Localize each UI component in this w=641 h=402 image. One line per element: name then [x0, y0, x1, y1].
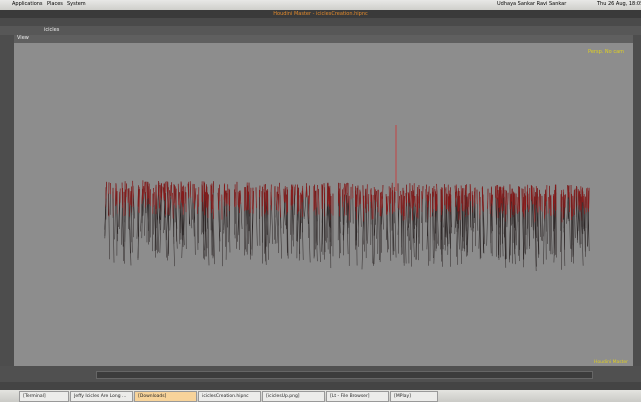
icicle: [316, 184, 318, 208]
left-toolbar: [0, 35, 14, 366]
icicle: [468, 192, 470, 215]
taskbar: [Terminal] Jeffy Icicles Are Long ... [Dow…: [0, 390, 641, 402]
network-path[interactable]: icicles: [44, 27, 60, 33]
icicle: [187, 183, 189, 199]
task[interactable]: [Terminal]: [19, 391, 70, 402]
icicle: [577, 189, 580, 210]
icicle: [224, 191, 226, 207]
viewport[interactable]: Persp. No cam Houdini Master: [14, 43, 633, 366]
toolbar: icicles: [0, 26, 641, 35]
menu[interactable]: Applications: [12, 1, 43, 7]
icicle: [500, 190, 503, 204]
icicle: [544, 189, 546, 207]
icicle: [306, 183, 308, 198]
menu[interactable]: System: [67, 1, 86, 7]
icicle: [128, 190, 130, 217]
icicle: [449, 194, 452, 213]
top-panel: Applications Places System Udhaya Sankar…: [0, 0, 641, 10]
icicle: [578, 191, 581, 206]
icicle: [276, 191, 278, 211]
icicle: [371, 194, 373, 220]
icicle: [459, 195, 461, 220]
icicle: [277, 194, 279, 212]
icicle: [481, 187, 484, 211]
icicle: [387, 196, 389, 212]
icicle: [146, 181, 148, 199]
icicle: [170, 182, 173, 200]
icicle: [364, 189, 366, 209]
task[interactable]: [MPlay]: [390, 391, 439, 402]
icicle: [174, 186, 177, 209]
icicle: [252, 191, 255, 214]
icicle: [581, 196, 583, 221]
icicle: [279, 195, 281, 218]
icicle: [411, 185, 414, 211]
icicle: [239, 190, 242, 205]
task[interactable]: [Downloads]: [134, 391, 198, 402]
icicle: [160, 182, 162, 198]
task[interactable]: [iciclesUp.png]: [262, 391, 326, 402]
task[interactable]: Jeffy Icicles Are Long ...: [70, 391, 134, 402]
icicles: [104, 180, 590, 272]
icicle: [580, 196, 582, 210]
icicle: [291, 184, 293, 207]
icicle: [533, 196, 536, 223]
task[interactable]: iciclesCreation.hipnc: [198, 391, 262, 402]
timeline: [0, 366, 641, 382]
time-slider[interactable]: [96, 371, 593, 379]
badge: Houdini Master: [594, 359, 628, 365]
user-name[interactable]: Udhaya Sankar Ravi Sankar: [497, 1, 567, 7]
viewport-header: View: [14, 35, 633, 43]
icicle: [388, 186, 391, 213]
icicle: [143, 181, 146, 194]
icicle: [410, 190, 412, 209]
menu[interactable]: Places: [47, 1, 63, 7]
icicle: [393, 187, 396, 212]
status-bar: [0, 382, 641, 390]
icicle: [574, 188, 576, 215]
window-title: Houdini Master - iciclesCreation.hipnc: [0, 10, 641, 18]
icicle: [433, 186, 435, 197]
icicle: [344, 184, 347, 196]
icicle: [315, 190, 317, 216]
icicle: [386, 196, 388, 215]
icicle: [413, 191, 415, 204]
icicle: [210, 188, 213, 214]
icicle: [168, 190, 170, 215]
icicle: [172, 192, 174, 219]
viewport-label: View: [17, 35, 29, 41]
icicle: [318, 188, 320, 215]
icicle: [362, 195, 365, 222]
task[interactable]: [Lt - File Browser]: [326, 391, 390, 402]
right-toolbar: [633, 35, 641, 366]
icicle: [182, 191, 185, 215]
icicle: [246, 189, 248, 211]
icicle: [141, 188, 143, 204]
icicle: [125, 183, 127, 198]
icicle: [194, 188, 197, 201]
icicle: [358, 189, 361, 205]
tab-bar: Scene ViewChannel EditorRender ViewCompo…: [0, 18, 641, 36]
camera-label: Persp. No cam: [588, 49, 624, 55]
icicle: [142, 186, 145, 200]
icicle: [407, 192, 409, 204]
icicle: [153, 187, 155, 205]
clock[interactable]: Thu 26 Aug, 18:05: [597, 1, 641, 7]
icicle: [510, 193, 512, 218]
